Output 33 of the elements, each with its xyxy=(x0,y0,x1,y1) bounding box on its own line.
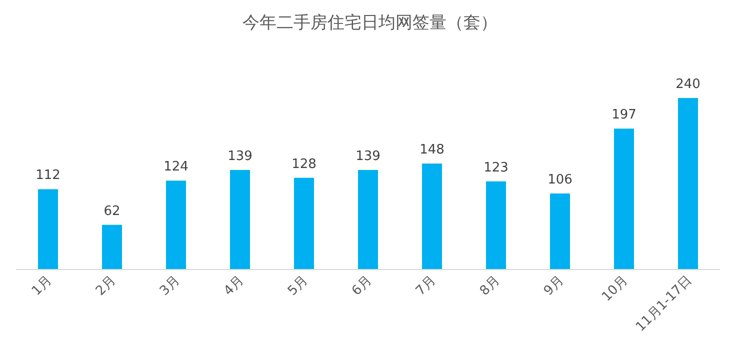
data-label: 128 xyxy=(292,156,316,172)
x-tick-label: 3月 xyxy=(157,273,183,299)
x-tick-label: 8月 xyxy=(477,273,503,299)
data-label: 197 xyxy=(612,108,636,123)
data-label: 123 xyxy=(484,160,508,176)
data-label: 62 xyxy=(104,204,120,219)
data-label: 148 xyxy=(420,142,444,158)
chart-title: 今年二手房住宅日均网签量（套） xyxy=(242,13,498,33)
bar xyxy=(486,181,506,269)
x-tick-label: 2月 xyxy=(93,273,119,299)
data-label: 240 xyxy=(676,77,700,92)
data-label: 112 xyxy=(36,168,60,184)
bar xyxy=(230,170,250,269)
bar xyxy=(614,128,634,269)
data-label: 139 xyxy=(356,148,380,164)
x-tick-label: 4月 xyxy=(221,273,247,299)
data-label: 139 xyxy=(228,148,252,164)
bar xyxy=(550,193,570,269)
bar xyxy=(678,98,698,269)
x-tick-label: 6月 xyxy=(349,273,375,299)
data-label: 124 xyxy=(164,160,188,175)
bar xyxy=(166,180,186,269)
x-tick-label: 9月 xyxy=(541,273,567,299)
bar xyxy=(294,178,314,269)
bar xyxy=(358,170,378,269)
data-label: 106 xyxy=(548,172,572,188)
x-tick-label: 1月 xyxy=(29,273,55,299)
bar xyxy=(38,189,58,269)
bar xyxy=(102,224,122,269)
x-tick-label: 10月 xyxy=(599,273,631,305)
bar xyxy=(422,164,442,269)
x-tick-label: 7月 xyxy=(413,273,439,299)
x-tick-label: 5月 xyxy=(285,273,311,299)
